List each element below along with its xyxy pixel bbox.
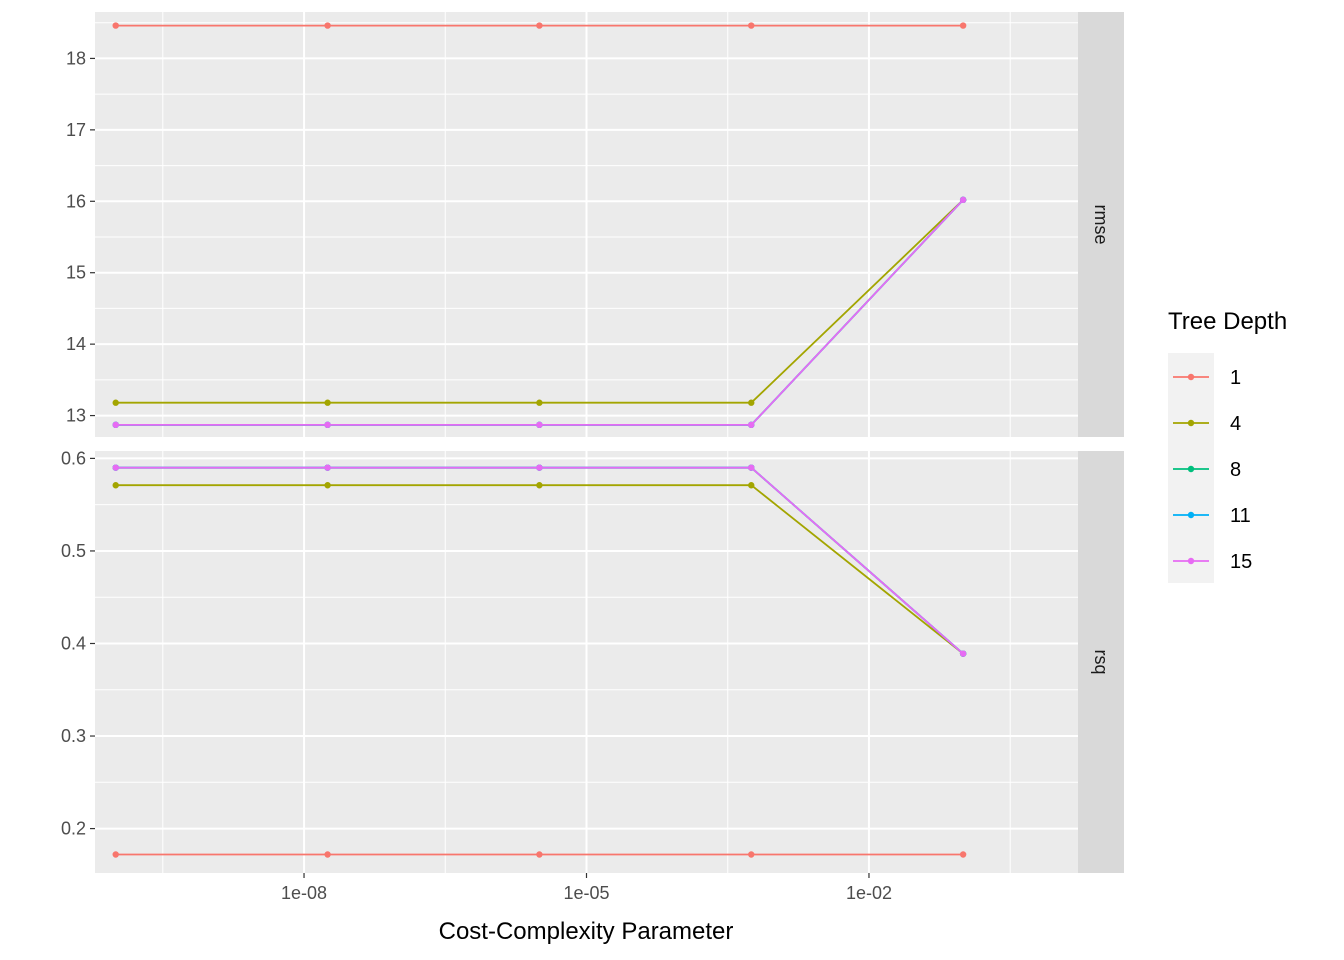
data-point — [112, 399, 119, 406]
x-axis: 1e-08 1e-05 1e-02 — [281, 873, 892, 903]
data-point — [112, 421, 119, 429]
legend-key-point — [1187, 557, 1195, 565]
data-point — [536, 421, 543, 429]
y-tick-label: 0.6 — [61, 448, 86, 468]
facet-strip — [1078, 12, 1124, 437]
y-tick-label: 16 — [66, 191, 86, 211]
data-point — [959, 650, 967, 657]
legend-key-point — [1187, 511, 1195, 519]
y-tick-label: 14 — [66, 334, 86, 354]
data-point — [324, 464, 331, 471]
y-tick-label: 18 — [66, 48, 86, 68]
data-point — [324, 482, 331, 489]
data-point — [324, 421, 331, 429]
legend-title: Tree Depth — [1168, 308, 1287, 335]
legend-entry-4: 4 — [1173, 413, 1241, 435]
legend-key-point — [1187, 419, 1195, 427]
y-tick-label: 0.5 — [61, 541, 86, 561]
data-point — [536, 399, 543, 406]
y-tick-label: 0.3 — [61, 726, 86, 746]
data-point — [324, 22, 331, 29]
legend-label: 8 — [1230, 459, 1241, 481]
legend-key-point — [1187, 465, 1195, 473]
legend-entry-1: 1 — [1173, 367, 1241, 389]
legend-label: 15 — [1230, 551, 1252, 573]
legend-label: 1 — [1230, 367, 1241, 389]
y-tick-label: 13 — [66, 406, 86, 426]
legend-entry-15: 15 — [1173, 551, 1252, 573]
y-tick-label: 15 — [66, 263, 86, 283]
data-point — [748, 482, 755, 489]
data-point — [112, 482, 119, 489]
legend-key-point — [1187, 373, 1195, 381]
y-tick-label: 0.2 — [61, 819, 86, 839]
data-point — [324, 851, 331, 858]
panel-rmse: 13 14 15 16 17 18 rmse — [66, 12, 1124, 437]
legend-label: 4 — [1230, 413, 1241, 435]
data-point — [959, 851, 967, 858]
facet-strip-label: rsq — [1091, 649, 1111, 674]
data-point — [112, 851, 119, 858]
series-depth-15 — [112, 464, 967, 657]
legend-label: 11 — [1230, 505, 1251, 527]
series-depth-1 — [112, 851, 967, 858]
series-depth-15 — [112, 196, 967, 429]
data-point — [748, 464, 755, 471]
data-point — [748, 421, 755, 429]
x-tick-label: 1e-08 — [281, 883, 327, 903]
legend: Tree Depth 1 4 8 11 15 — [1168, 308, 1287, 583]
panel-rsq: 0.2 0.3 0.4 0.5 0.6 rsq — [61, 448, 1124, 873]
x-axis-title: Cost-Complexity Parameter — [439, 918, 734, 945]
legend-entry-8: 8 — [1173, 459, 1241, 481]
y-tick-label: 0.4 — [61, 633, 86, 653]
data-point — [536, 482, 543, 489]
data-point — [536, 22, 543, 29]
series-depth-1 — [112, 22, 967, 29]
data-point — [112, 464, 119, 471]
data-point — [536, 851, 543, 858]
data-point — [959, 22, 967, 29]
x-tick-label: 1e-02 — [846, 883, 892, 903]
data-point — [959, 196, 967, 204]
data-point — [536, 464, 543, 471]
facet-strip-label: rmse — [1091, 205, 1111, 245]
data-point — [748, 399, 755, 406]
panels-layer: 13 14 15 16 17 18 rmse 0.2 0.3 0.4 0.5 0.6 rsq — [61, 12, 1124, 873]
data-point — [748, 851, 755, 858]
data-point — [748, 22, 755, 29]
facet-strip — [1078, 451, 1124, 873]
y-tick-label: 17 — [66, 120, 86, 140]
data-point — [112, 22, 119, 29]
legend-entry-11: 11 — [1173, 505, 1251, 527]
x-tick-label: 1e-05 — [563, 883, 609, 903]
data-point — [324, 399, 331, 406]
